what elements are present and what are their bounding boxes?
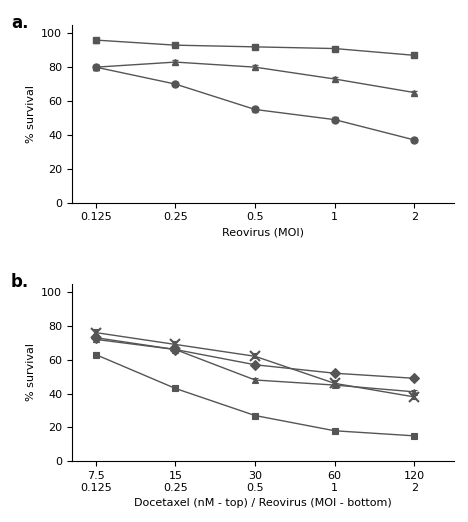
Y-axis label: % survival: % survival: [26, 343, 36, 401]
Y-axis label: % survival: % survival: [26, 85, 36, 143]
X-axis label: Reovirus (MOI): Reovirus (MOI): [222, 228, 304, 238]
Text: a.: a.: [11, 14, 28, 32]
X-axis label: Docetaxel (nM - top) / Reovirus (MOI - bottom): Docetaxel (nM - top) / Reovirus (MOI - b…: [134, 498, 392, 508]
Text: b.: b.: [11, 273, 29, 291]
